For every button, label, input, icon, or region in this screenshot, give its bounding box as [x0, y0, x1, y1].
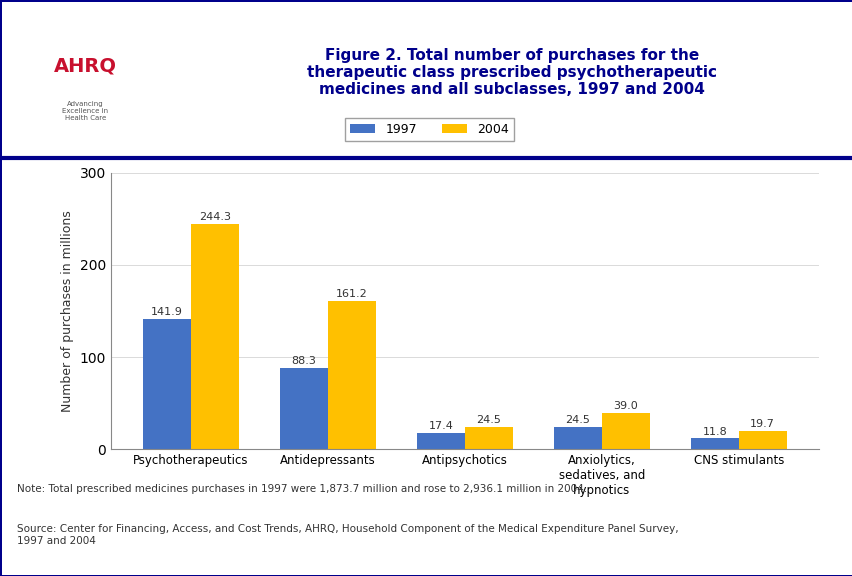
- Bar: [690, 438, 738, 449]
- Bar: [464, 427, 512, 449]
- Text: 24.5: 24.5: [565, 415, 590, 425]
- Bar: [327, 301, 376, 449]
- Text: 17.4: 17.4: [428, 422, 452, 431]
- Text: 11.8: 11.8: [701, 427, 726, 437]
- Bar: [143, 319, 191, 449]
- Text: 244.3: 244.3: [199, 213, 231, 222]
- Text: Figure 2. Total number of purchases for the
therapeutic class prescribed psychot: Figure 2. Total number of purchases for …: [307, 48, 716, 97]
- Y-axis label: Number of purchases in millions: Number of purchases in millions: [61, 210, 74, 412]
- Text: Source: Center for Financing, Access, and Cost Trends, AHRQ, Household Component: Source: Center for Financing, Access, an…: [17, 524, 678, 546]
- Legend: 1997, 2004: 1997, 2004: [345, 118, 513, 141]
- Text: 161.2: 161.2: [336, 289, 367, 299]
- Text: 19.7: 19.7: [750, 419, 774, 429]
- Bar: [602, 414, 649, 449]
- Text: Note: Total prescribed medicines purchases in 1997 were 1,873.7 million and rose: Note: Total prescribed medicines purchas…: [17, 484, 586, 494]
- Text: 141.9: 141.9: [151, 306, 183, 317]
- Text: 24.5: 24.5: [476, 415, 501, 425]
- Bar: [417, 433, 464, 449]
- Bar: [191, 224, 239, 449]
- Text: 88.3: 88.3: [291, 356, 316, 366]
- Bar: [279, 368, 327, 449]
- Text: 39.0: 39.0: [613, 401, 637, 411]
- Bar: [553, 427, 602, 449]
- Text: Advancing
Excellence in
Health Care: Advancing Excellence in Health Care: [62, 101, 108, 120]
- Text: AHRQ: AHRQ: [54, 56, 117, 75]
- Bar: [738, 431, 786, 449]
